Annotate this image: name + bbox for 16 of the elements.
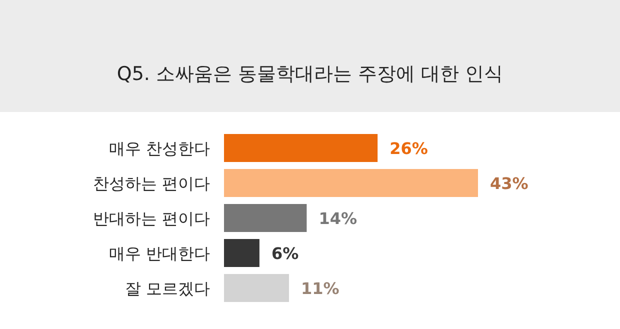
y-tick-label: 매우 찬성한다 [108, 139, 210, 158]
data-label: 11% [300, 279, 340, 298]
y-tick-label: 반대하는 편이다 [92, 209, 210, 228]
data-label: 26% [390, 139, 428, 158]
y-tick-label: 찬성하는 편이다 [92, 174, 210, 193]
bar [224, 204, 307, 232]
bar [224, 169, 478, 197]
data-label: 43% [490, 174, 528, 193]
y-tick-label: 매우 반대한다 [108, 244, 210, 263]
data-label: 6% [271, 244, 299, 263]
bar [224, 274, 289, 302]
bar [224, 134, 378, 162]
bar [224, 239, 260, 267]
y-tick-label: 잘 모르겠다 [124, 279, 210, 298]
data-label: 14% [318, 209, 357, 228]
title: Q5. 소싸움은 동물학대라는 주장에 대한 인식 [116, 63, 504, 85]
